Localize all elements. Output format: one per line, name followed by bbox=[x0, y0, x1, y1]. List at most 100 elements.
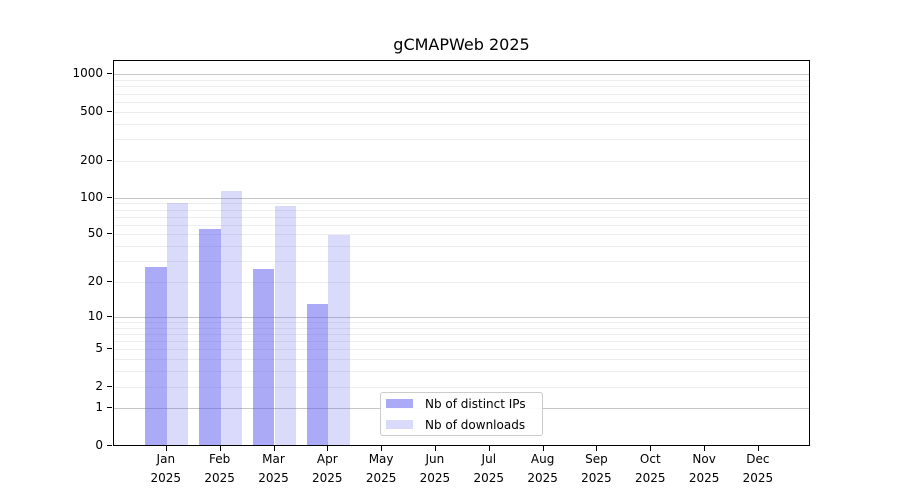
gridline-minor bbox=[114, 349, 809, 351]
x-tick-label-sep: Sep 2025 bbox=[564, 450, 628, 487]
gridline-minor bbox=[114, 371, 809, 373]
x-tick-year: 2025 bbox=[635, 470, 666, 485]
x-tick-month: Feb bbox=[208, 452, 231, 466]
y-tick-mark bbox=[107, 444, 112, 446]
legend-item-downloads: Nb of downloads bbox=[381, 416, 542, 434]
gridline-minor bbox=[114, 234, 809, 236]
y-tick-mark bbox=[107, 281, 112, 282]
x-tick-label-jan: Jan 2025 bbox=[134, 450, 198, 487]
x-tick-month: Jan bbox=[156, 452, 176, 466]
y-tick-mark bbox=[107, 348, 112, 350]
x-tick-month: Mar bbox=[262, 452, 285, 466]
x-tick-label-may: May 2025 bbox=[349, 450, 413, 487]
x-tick-mark bbox=[650, 446, 652, 451]
x-tick-year: 2025 bbox=[258, 470, 289, 485]
x-tick-year: 2025 bbox=[581, 470, 612, 485]
x-tick-mark bbox=[381, 446, 383, 451]
x-tick-month: Nov bbox=[692, 452, 716, 466]
y-tick-mark bbox=[107, 110, 112, 112]
x-tick-year: 2025 bbox=[365, 470, 397, 485]
gridline-minor bbox=[114, 327, 809, 329]
bar-ips-apr bbox=[306, 303, 329, 445]
gridline-minor bbox=[114, 86, 809, 88]
gridline-minor bbox=[114, 261, 809, 263]
y-tick-mark bbox=[107, 407, 112, 409]
gridline-minor bbox=[114, 341, 809, 343]
x-tick-month: May bbox=[368, 452, 394, 466]
gridline-minor bbox=[114, 80, 809, 82]
gridline-minor bbox=[114, 333, 809, 335]
y-tick-label: 1 bbox=[95, 400, 103, 415]
x-tick-year: 2025 bbox=[742, 470, 774, 485]
gridline-minor bbox=[114, 321, 809, 323]
x-tick-label-mar: Mar 2025 bbox=[242, 450, 306, 487]
gridline-major bbox=[114, 74, 809, 76]
legend-label: Nb of distinct IPs bbox=[425, 396, 526, 411]
y-tick-mark bbox=[107, 159, 112, 161]
x-tick-mark bbox=[488, 446, 490, 451]
gridline-minor bbox=[114, 203, 809, 205]
x-tick-mark bbox=[273, 446, 275, 451]
x-tick-month: Aug bbox=[530, 452, 555, 466]
y-tick-label: 500 bbox=[80, 103, 103, 118]
bar-downloads-mar bbox=[274, 206, 297, 445]
gridline-minor bbox=[114, 139, 809, 140]
x-tick-label-nov: Nov 2025 bbox=[672, 450, 736, 487]
bar-ips-mar bbox=[252, 268, 275, 445]
y-tick-label: 200 bbox=[80, 152, 103, 167]
plot-area bbox=[113, 60, 810, 446]
bar-ips-jan bbox=[145, 266, 167, 445]
y-tick-label: 10 bbox=[87, 308, 103, 323]
gridline-minor bbox=[114, 282, 809, 283]
y-tick-label: 2 bbox=[95, 378, 103, 393]
x-tick-year: 2025 bbox=[204, 470, 235, 485]
y-tick-label: 5 bbox=[95, 341, 103, 356]
gridline-minor bbox=[114, 216, 809, 218]
x-tick-label-dec: Dec 2025 bbox=[726, 450, 790, 487]
gridline-minor bbox=[114, 224, 809, 226]
x-tick-label-jun: Jun 2025 bbox=[403, 450, 467, 487]
y-tick-mark bbox=[107, 315, 112, 317]
x-tick-year: 2025 bbox=[527, 470, 558, 485]
gridline-minor bbox=[114, 359, 809, 361]
legend-swatch bbox=[386, 399, 413, 408]
x-tick-year: 2025 bbox=[312, 470, 343, 485]
y-tick-label: 0 bbox=[95, 437, 103, 452]
legend-item-distinct-ips: Nb of distinct IPs bbox=[381, 395, 542, 413]
y-tick-mark bbox=[107, 385, 112, 387]
x-tick-mark bbox=[165, 446, 167, 451]
x-tick-mark bbox=[434, 446, 436, 451]
x-tick-year: 2025 bbox=[419, 470, 451, 485]
x-tick-label-jul: Jul 2025 bbox=[457, 450, 521, 487]
x-tick-mark bbox=[219, 446, 221, 451]
x-tick-month: Sep bbox=[585, 452, 608, 466]
x-tick-month: Jul bbox=[481, 452, 497, 466]
x-tick-month: Apr bbox=[316, 452, 338, 466]
y-tick-mark bbox=[107, 233, 112, 235]
gridline-major bbox=[114, 316, 809, 318]
gridline-minor bbox=[114, 101, 809, 103]
x-tick-month: Dec bbox=[746, 452, 770, 466]
y-tick-label: 1000 bbox=[72, 66, 103, 81]
x-tick-mark bbox=[542, 446, 544, 451]
x-tick-month: Jun bbox=[425, 452, 445, 466]
y-tick-mark bbox=[107, 73, 112, 75]
x-tick-label-feb: Feb 2025 bbox=[188, 450, 252, 487]
gridline-minor bbox=[114, 93, 809, 95]
chart-title: gCMAPWeb 2025 bbox=[393, 35, 530, 54]
gridline-minor bbox=[114, 386, 809, 388]
x-tick-label-aug: Aug 2025 bbox=[511, 450, 575, 487]
bar-ips-feb bbox=[198, 229, 221, 445]
gridline-minor bbox=[114, 209, 809, 211]
bar-downloads-jan bbox=[166, 202, 189, 445]
bar-downloads-feb bbox=[220, 191, 243, 445]
legend: Nb of distinct IPs Nb of downloads bbox=[380, 392, 543, 436]
x-tick-year: 2025 bbox=[688, 470, 720, 485]
x-tick-label-oct: Oct 2025 bbox=[618, 450, 682, 487]
x-tick-mark bbox=[757, 446, 759, 451]
gridline-major bbox=[114, 197, 809, 199]
gridline-minor bbox=[114, 123, 809, 125]
gridline-minor bbox=[114, 160, 809, 162]
y-tick-label: 50 bbox=[87, 226, 103, 241]
